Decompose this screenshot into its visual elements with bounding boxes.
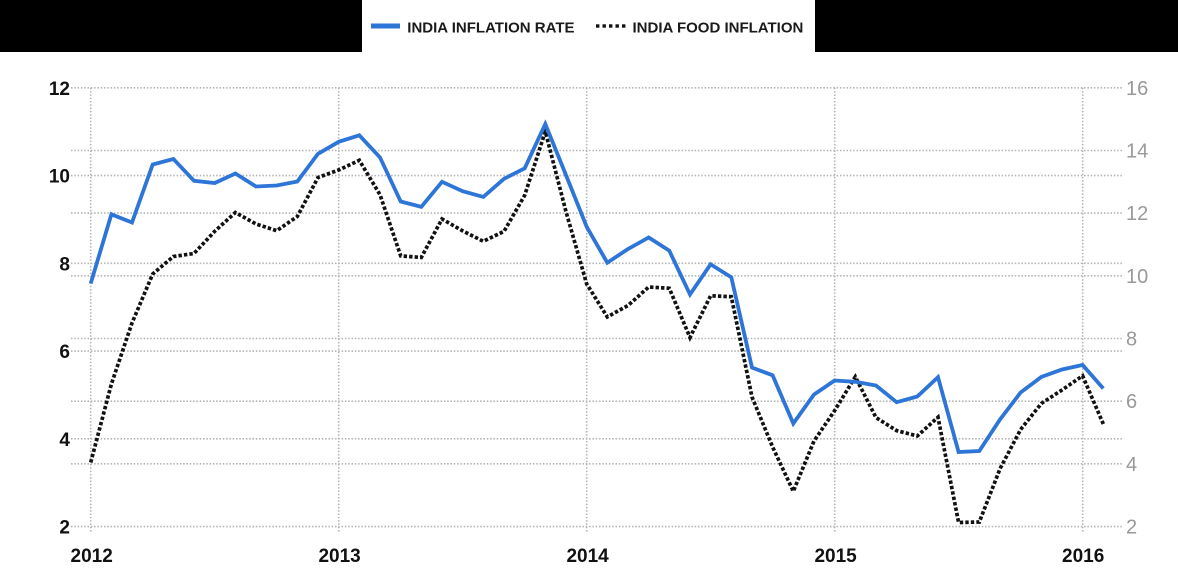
- svg-text:12: 12: [1126, 203, 1148, 225]
- svg-text:2013: 2013: [318, 546, 360, 567]
- svg-text:14: 14: [1126, 141, 1148, 163]
- svg-text:2: 2: [59, 518, 70, 539]
- svg-text:2012: 2012: [71, 546, 113, 567]
- svg-text:8: 8: [59, 254, 70, 275]
- svg-text:4: 4: [59, 430, 70, 451]
- svg-text:4: 4: [1126, 454, 1137, 476]
- svg-text:10: 10: [1126, 266, 1148, 288]
- svg-text:2016: 2016: [1062, 546, 1104, 567]
- svg-text:INDIA INFLATION RATE: INDIA INFLATION RATE: [407, 19, 574, 36]
- svg-text:6: 6: [1126, 391, 1137, 413]
- svg-text:16: 16: [1126, 78, 1148, 100]
- svg-text:2: 2: [1126, 517, 1137, 539]
- svg-text:12: 12: [49, 79, 70, 100]
- svg-text:2014: 2014: [566, 546, 609, 567]
- svg-text:2015: 2015: [814, 546, 857, 567]
- svg-text:10: 10: [49, 167, 70, 188]
- svg-text:6: 6: [59, 342, 70, 363]
- svg-text:8: 8: [1126, 329, 1137, 351]
- svg-text:INDIA FOOD INFLATION: INDIA FOOD INFLATION: [633, 19, 804, 36]
